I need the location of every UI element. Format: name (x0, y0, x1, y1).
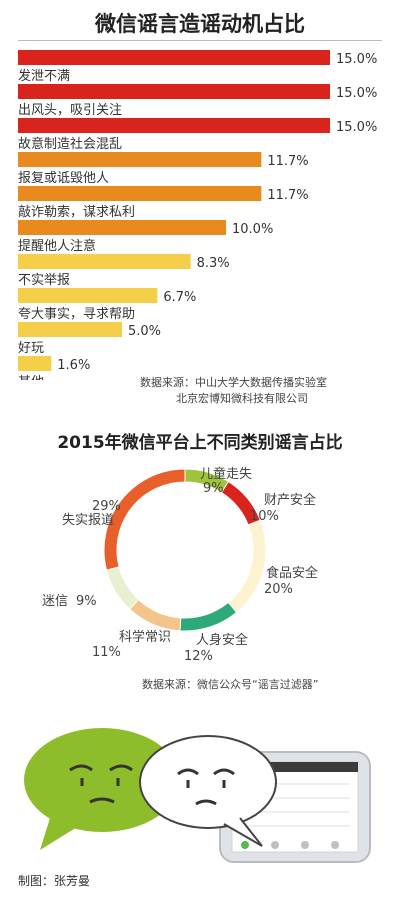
bar-6 (18, 254, 191, 269)
bar-category-3: 报复或诋毁他人 (18, 171, 109, 186)
source-line1: 中山大学大数据传播实验室 (195, 376, 327, 389)
donut-category-1: 财产安全 (264, 492, 316, 508)
bar-value-0: 15.0% (336, 52, 377, 67)
bar-category-9: 其他 (18, 375, 44, 380)
bar-value-7: 6.7% (163, 290, 196, 305)
source-label-1: 数据来源：中山大学大数据传播实验室 (140, 374, 327, 390)
bar-4 (18, 186, 262, 201)
bar-category-5: 提醒他人注意 (18, 238, 96, 254)
white-chat-bubble (139, 735, 277, 847)
bar-value-2: 15.0% (336, 120, 377, 135)
bar-value-1: 15.0% (336, 86, 377, 101)
donut-value-0: 9% (203, 481, 224, 496)
donut-slice-2 (227, 519, 267, 614)
donut-category-2: 食品安全 (266, 565, 318, 581)
source-label-2: 数据来源：微信公众号“谣言过滤器” (142, 678, 319, 691)
donut-category-6: 失实报道 (62, 513, 114, 528)
bar-2 (18, 118, 330, 133)
motive-bar-chart: 15.0% 发泄不满 15.0% 出风头，吸引关注 15.0% 故意制造社会混乱 11.7%… (18, 50, 377, 380)
credit-label: 制图：张芳曼 (18, 874, 91, 888)
donut-slice-6 (103, 468, 186, 571)
donut-category-0: 儿童走失 (200, 466, 252, 482)
chart-title-motives: 微信谣言造谣动机占比 (95, 12, 305, 36)
bar-value-3: 11.7% (267, 154, 308, 169)
bar-5 (18, 220, 226, 235)
bar-value-6: 8.3% (197, 256, 230, 271)
bar-category-6: 不实举报 (18, 273, 70, 288)
bar-category-8: 好玩 (18, 341, 44, 356)
donut-slice-4 (128, 598, 182, 632)
bar-3 (18, 152, 262, 167)
donut-value-6: 29% (92, 499, 121, 514)
bar-category-7: 夸大事实，寻求帮助 (18, 307, 135, 322)
bar-category-1: 出风头，吸引关注 (18, 103, 122, 118)
green-chat-bubble (24, 728, 180, 850)
donut-category-4: 科学常识 (119, 629, 171, 645)
donut-value-5: 9% (76, 594, 97, 609)
bar-category-4: 敲诈勒索，谋求私利 (18, 204, 135, 220)
bar-1 (18, 84, 330, 99)
wechat-illustration (24, 728, 371, 863)
bar-7 (18, 288, 158, 303)
donut-slice-3 (179, 601, 238, 632)
donut-value-2: 20% (264, 582, 293, 597)
source-line2: 北京宏博知微科技有限公司 (176, 392, 308, 405)
source-prefix: 数据来源： (140, 376, 195, 389)
bar-value-5: 10.0% (232, 222, 273, 237)
donut-value-4: 11% (92, 645, 121, 660)
bar-category-0: 发泄不满 (18, 68, 70, 84)
bar-value-4: 11.7% (267, 188, 308, 203)
title-divider (18, 40, 382, 41)
bar-8 (18, 322, 122, 337)
donut-value-3: 12% (184, 649, 213, 664)
donut-category-3: 人身安全 (196, 632, 248, 648)
bar-value-9: 1.6% (57, 358, 90, 373)
bar-value-8: 5.0% (128, 324, 161, 339)
bar-9 (18, 356, 52, 371)
bar-0 (18, 50, 330, 65)
bar-category-2: 故意制造社会混乱 (18, 136, 122, 152)
donut-category-5: 迷信 (42, 594, 68, 609)
chart-title-categories: 2015年微信平台上不同类别谣言占比 (57, 433, 343, 453)
donut-slice-5 (105, 566, 140, 610)
donut-value-1: 10% (250, 509, 279, 524)
